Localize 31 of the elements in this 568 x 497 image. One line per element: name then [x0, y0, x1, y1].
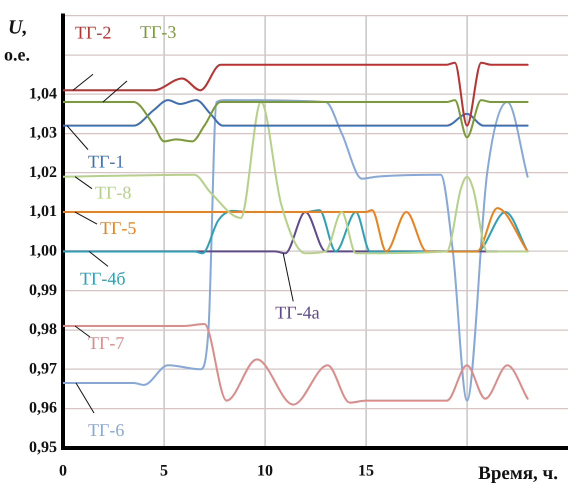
series-label: ТГ-8: [95, 182, 132, 203]
y-tick-label: 0,96: [29, 400, 57, 417]
text: ТГ-4а: [275, 302, 320, 322]
line-series: [63, 99, 529, 402]
y-tick-label: 1,00: [29, 242, 57, 260]
y-tick-label: 1,03: [29, 124, 57, 142]
y-tick-label: 1,01: [29, 203, 57, 220]
series-label: ТГ-7: [88, 333, 124, 353]
y-tick-label: 0,97: [29, 360, 57, 378]
y-tick-label: 0,98: [29, 321, 57, 338]
x-tick-label: 15: [358, 462, 374, 480]
text: ТГ-3: [140, 22, 176, 42]
series-label: ТГ-5: [100, 218, 136, 238]
line-series: [63, 62, 529, 127]
y-tick-label: 1,04: [29, 85, 57, 102]
y-tick-label: 1,02: [29, 164, 57, 181]
y-tick-label: 0,95: [29, 438, 57, 456]
text: ТГ-2: [75, 22, 112, 42]
y-tick-label: 0,99: [29, 282, 57, 299]
x-tick-label: 5: [160, 462, 168, 480]
x-tick-label: 0: [59, 462, 67, 480]
series-label: ТГ-1: [88, 152, 124, 172]
line-series: [63, 99, 529, 127]
x-axis-title: Время, ч.: [478, 462, 558, 484]
line-series: [63, 101, 529, 254]
x-tick-label: 10: [257, 462, 273, 480]
series-label: ТГ-4б: [80, 268, 126, 288]
line-series: [63, 323, 529, 406]
text: ТГ-6: [88, 420, 124, 440]
line-series: [63, 99, 529, 142]
y-axis-title: U, о.е.: [4, 16, 30, 65]
